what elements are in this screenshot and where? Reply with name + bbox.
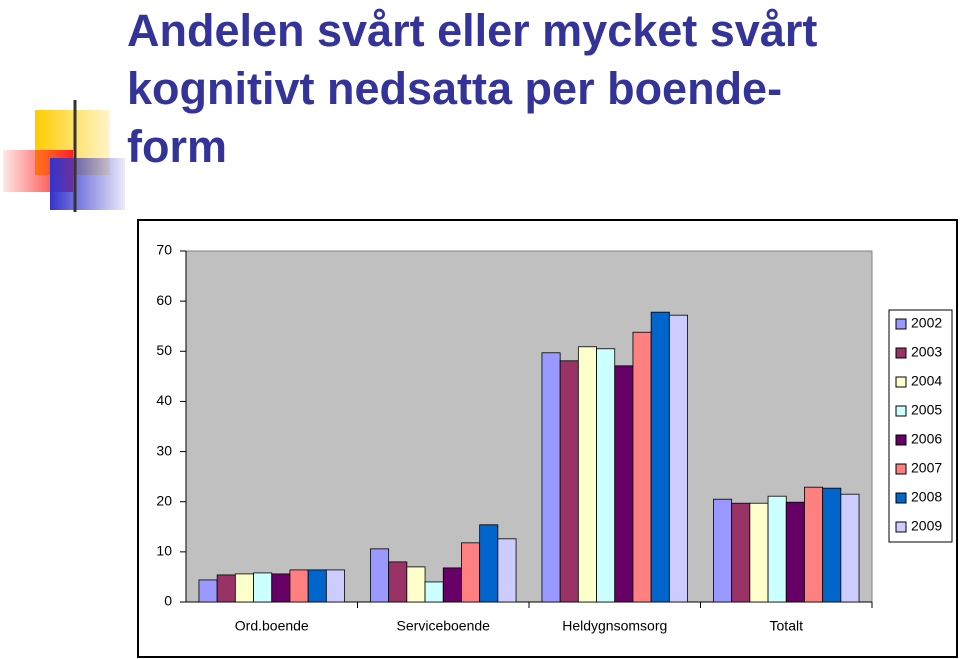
bar — [840, 493, 860, 603]
y-tick-label: 30 — [156, 442, 172, 458]
bar — [559, 360, 579, 603]
legend-swatch — [895, 347, 907, 359]
bar — [785, 501, 805, 603]
x-tick-label: Heldygnsomsorg — [562, 618, 667, 634]
y-tick-label: 0 — [164, 593, 172, 609]
bar — [388, 561, 408, 603]
bar — [767, 495, 787, 603]
title-line: Andelen svårt eller mycket svårt — [127, 5, 817, 56]
bar — [731, 502, 751, 603]
bar — [325, 569, 345, 603]
bar — [577, 346, 597, 603]
title-line: form — [127, 121, 227, 172]
x-tick-label: Serviceboende — [397, 618, 491, 634]
bar — [442, 567, 462, 603]
legend-label: 2006 — [911, 431, 942, 447]
legend-swatch — [895, 318, 907, 330]
bar — [713, 498, 733, 603]
bar — [253, 572, 273, 603]
legend-swatch — [895, 521, 907, 533]
bar — [479, 524, 499, 603]
bar — [749, 502, 769, 603]
y-tick-label: 60 — [156, 292, 172, 308]
legend-label: 2008 — [911, 489, 942, 505]
legend-swatch — [895, 434, 907, 446]
bar — [406, 566, 426, 603]
bar — [461, 542, 481, 603]
bar — [307, 569, 327, 603]
legend-swatch — [895, 492, 907, 504]
bar — [216, 574, 236, 603]
legend-label: 2009 — [911, 518, 942, 534]
y-tick-label: 70 — [156, 242, 172, 258]
chart-frame — [137, 219, 958, 658]
legend-label: 2002 — [911, 315, 942, 331]
decoration — [3, 100, 960, 212]
bar — [650, 311, 670, 603]
bar — [804, 486, 824, 603]
bar — [497, 538, 517, 603]
legend-swatch — [895, 405, 907, 417]
bar — [289, 569, 309, 603]
legend-label: 2004 — [911, 373, 942, 389]
y-tick-label: 50 — [156, 342, 172, 358]
bar — [632, 331, 652, 603]
bar — [424, 581, 444, 603]
y-tick-label: 20 — [156, 492, 172, 508]
bar — [271, 573, 291, 603]
title-line: kognitivt nedsatta per boende- — [127, 63, 782, 114]
bar — [668, 314, 688, 603]
bar — [198, 579, 218, 603]
bar — [541, 352, 561, 603]
x-tick-label: Totalt — [770, 618, 804, 634]
legend-swatch — [895, 376, 907, 388]
legend-label: 2007 — [911, 460, 942, 476]
legend-label: 2003 — [911, 344, 942, 360]
x-tick-label: Ord.boende — [235, 618, 309, 634]
bar — [822, 487, 842, 603]
legend-swatch — [895, 463, 907, 475]
bar — [596, 348, 616, 603]
bar — [370, 548, 390, 603]
y-tick-label: 40 — [156, 392, 172, 408]
bar — [614, 365, 634, 603]
legend-label: 2005 — [911, 402, 942, 418]
bar — [234, 573, 254, 603]
y-tick-label: 10 — [156, 543, 172, 559]
